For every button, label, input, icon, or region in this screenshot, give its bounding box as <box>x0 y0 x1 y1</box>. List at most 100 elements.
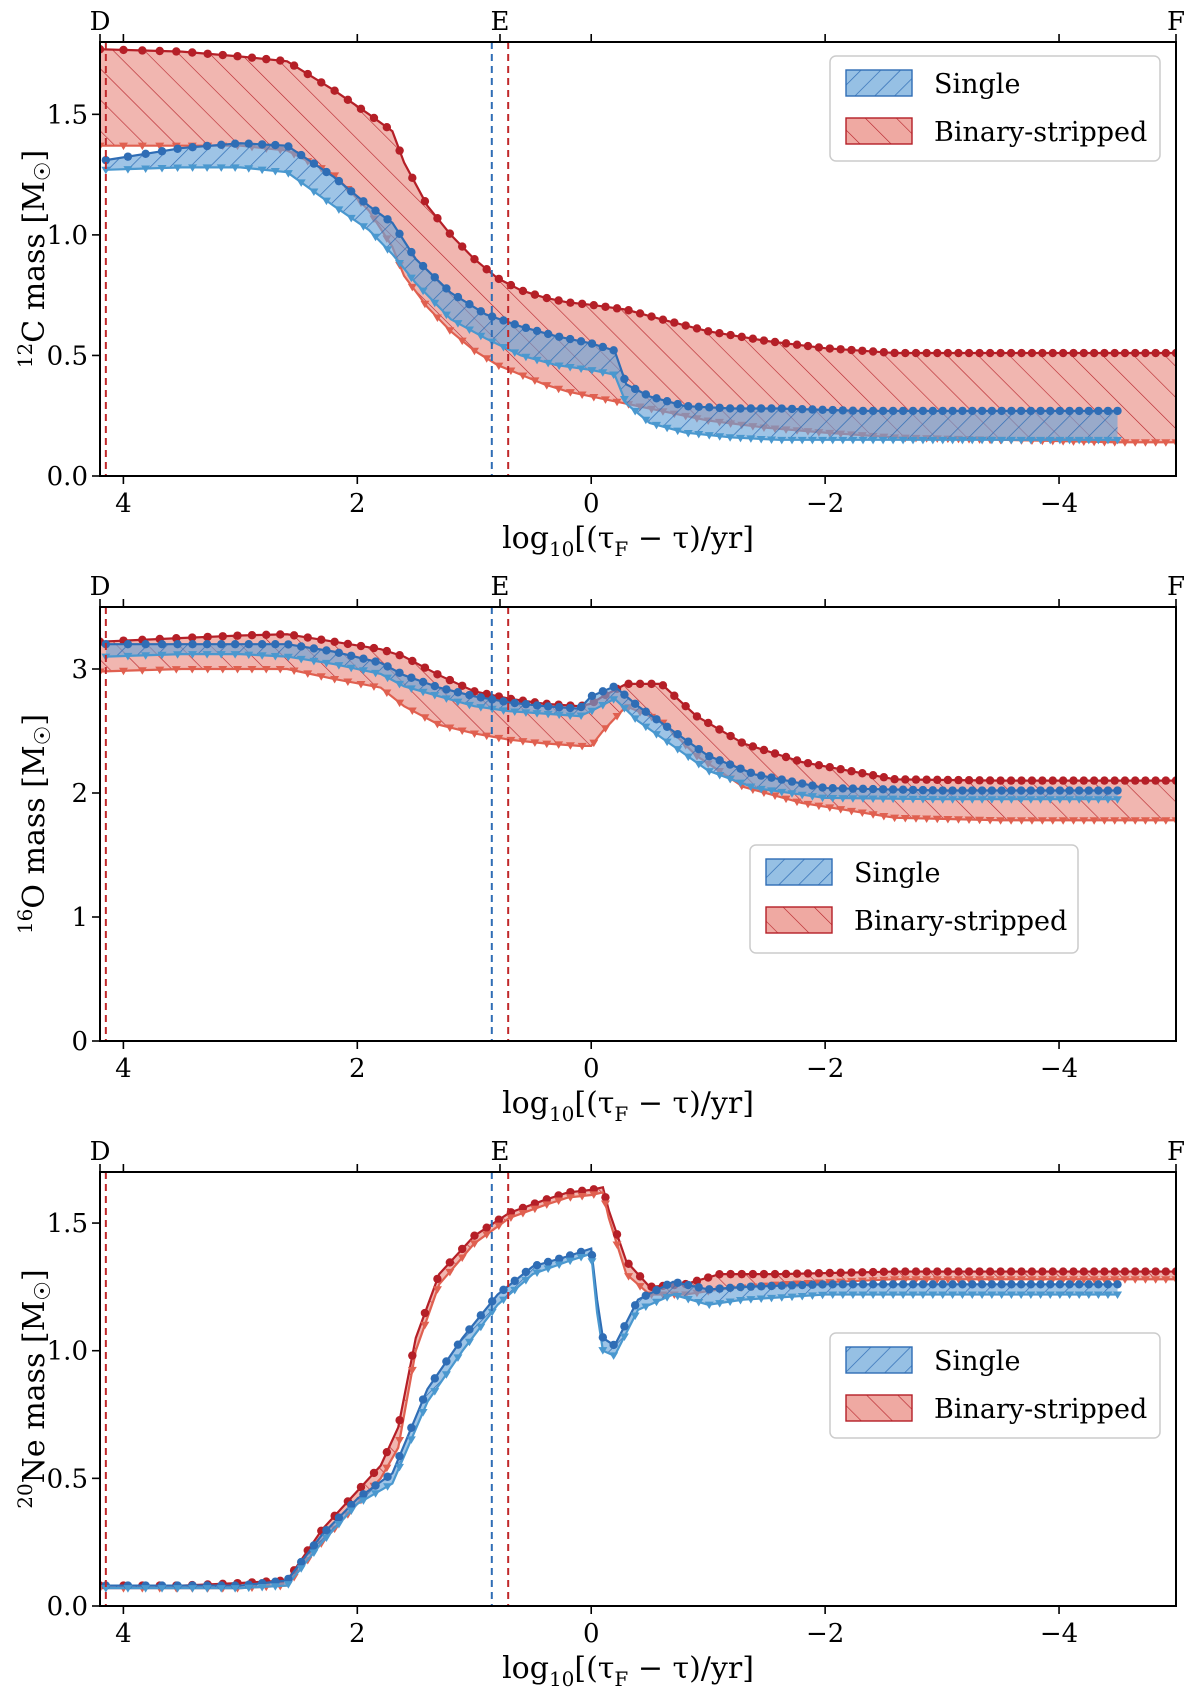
binary-lower-point <box>530 739 540 747</box>
binary-upper-point <box>1038 348 1047 358</box>
single-upper-point <box>271 140 280 150</box>
single-upper-point <box>598 687 608 696</box>
binary-lower-point <box>457 1254 467 1263</box>
binary-upper-point <box>420 196 430 206</box>
binary-upper-point <box>1058 348 1068 358</box>
single-upper-point <box>521 700 531 709</box>
binary-upper-point <box>433 1274 442 1284</box>
binary-lower-point <box>781 795 791 804</box>
binary-lower-point <box>155 142 165 151</box>
binary-lower-point <box>1151 817 1161 825</box>
binary-upper-point <box>408 656 417 666</box>
single-upper-point <box>1094 1280 1103 1289</box>
binary-upper-point <box>692 324 702 333</box>
phase-label-F: F <box>1167 7 1185 37</box>
single-lower-point <box>1045 436 1055 445</box>
single-lower-point <box>230 1585 240 1593</box>
binary-upper-point <box>922 348 931 358</box>
single-lower-point <box>371 233 381 242</box>
binary-upper-point <box>858 346 867 355</box>
single-upper-point <box>1036 786 1045 795</box>
y-tick-label: 1.5 <box>47 100 88 130</box>
y-axis-label: 12C mass [M☉] <box>13 150 56 368</box>
binary-lower-point <box>847 807 857 816</box>
single-lower-point <box>453 698 463 707</box>
binary-lower-point <box>975 1276 985 1284</box>
binary-lower-point <box>494 362 504 371</box>
binary-upper-point <box>825 763 834 772</box>
single-upper-point <box>322 1526 331 1535</box>
single-upper-point <box>673 399 682 409</box>
single-upper-point <box>736 1282 745 1292</box>
binary-lower-point <box>118 142 128 151</box>
binary-upper-point <box>382 123 392 132</box>
single-lower-point <box>736 1297 746 1305</box>
binary-lower-point <box>985 817 995 825</box>
x-label-sub2: F <box>614 537 628 561</box>
single-lower-point <box>715 1300 725 1308</box>
legend-hatch-single <box>846 70 912 96</box>
binary-upper-point <box>658 681 668 690</box>
single-upper-point <box>898 785 908 794</box>
single-upper-point <box>858 784 868 794</box>
single-lower-point <box>987 1291 997 1300</box>
single-lower-point <box>818 1291 828 1300</box>
x-label-log: log <box>502 1086 549 1121</box>
single-lower-point <box>510 349 520 357</box>
single-lower-point <box>1055 436 1065 445</box>
binary-upper-point <box>330 637 339 647</box>
binary-upper-point <box>408 173 417 183</box>
single-upper-point <box>418 1395 428 1404</box>
binary-lower-point <box>542 382 552 390</box>
binary-upper-point <box>303 633 312 642</box>
legend-label-single: Single <box>854 858 940 889</box>
binary-upper-point <box>1161 348 1171 358</box>
single-lower-point <box>928 1291 938 1300</box>
x-tick-label: 2 <box>349 1619 366 1649</box>
y-label-sun: ☉ <box>31 726 56 746</box>
binary-upper-point <box>395 650 404 660</box>
single-lower-point <box>521 353 531 362</box>
binary-upper-point <box>356 1482 366 1492</box>
single-lower-point <box>453 1354 463 1362</box>
single-lower-point <box>464 1338 474 1347</box>
single-lower-point <box>948 796 958 804</box>
binary-upper-point <box>858 769 867 778</box>
single-upper-point <box>725 760 735 769</box>
single-lower-point <box>1113 796 1123 804</box>
binary-lower-point <box>187 666 197 674</box>
single-upper-point <box>202 640 212 649</box>
single-lower-point <box>694 1299 704 1307</box>
binary-upper-point <box>1089 348 1099 358</box>
single-lower-point <box>430 1388 440 1396</box>
single-upper-point <box>418 677 428 687</box>
single-lower-point <box>938 1291 948 1300</box>
single-upper-point <box>787 777 797 786</box>
single-lower-point <box>997 796 1007 804</box>
single-upper-point <box>359 1490 368 1499</box>
binary-upper-point <box>954 1267 963 1276</box>
single-upper-point <box>662 722 672 731</box>
single-lower-point <box>967 436 977 445</box>
binary-upper-point <box>868 1267 878 1277</box>
single-upper-point <box>918 1280 928 1289</box>
binary-upper-point <box>748 334 758 343</box>
binary-lower-point <box>565 389 575 397</box>
binary-upper-point <box>1100 776 1109 785</box>
binary-upper-point <box>542 293 551 303</box>
single-upper-point <box>652 715 661 724</box>
single-lower-point <box>464 326 474 334</box>
single-upper-point <box>767 1281 776 1291</box>
binary-upper-point <box>901 1267 910 1276</box>
binary-upper-point <box>825 1268 834 1278</box>
legend-label-single: Single <box>934 69 1020 100</box>
binary-lower-point <box>964 816 974 825</box>
x-tick-label: −2 <box>806 1054 844 1084</box>
single-upper-point <box>908 785 918 795</box>
single-upper-point <box>334 1513 344 1522</box>
single-upper-point <box>371 206 380 215</box>
single-lower-point <box>296 655 306 664</box>
binary-upper-point <box>601 1193 610 1202</box>
single-lower-point <box>641 416 651 425</box>
